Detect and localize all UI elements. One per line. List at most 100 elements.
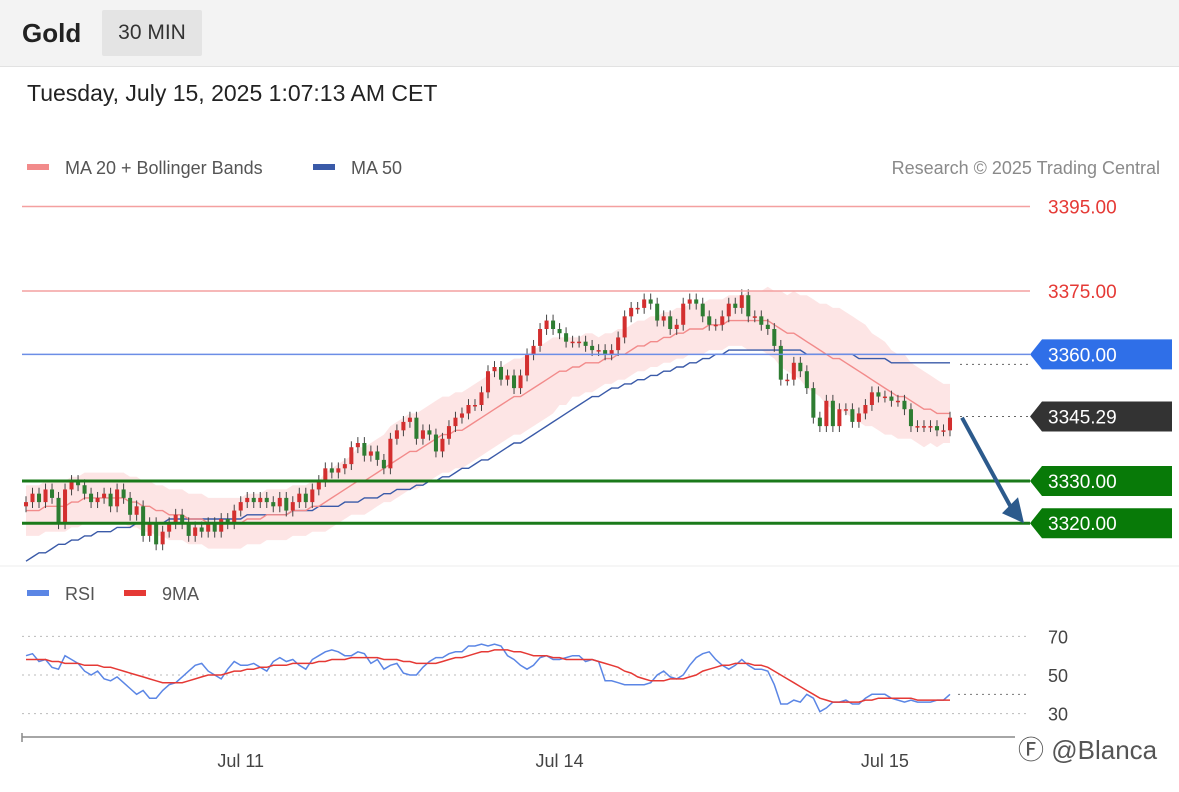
resistance-label: 3375.00 (1048, 282, 1117, 303)
candle (882, 390, 887, 403)
support-label: 3320.00 (1048, 514, 1117, 535)
candle (50, 483, 55, 504)
timeframe-button[interactable]: 30 MIN (102, 10, 202, 56)
rsi-line (25, 643, 951, 713)
candle (69, 475, 74, 496)
candle (635, 301, 640, 314)
candle (713, 318, 718, 331)
candle (388, 432, 393, 475)
pivot-label: 3360.00 (1048, 345, 1117, 366)
candle (551, 314, 556, 335)
candle (518, 369, 523, 395)
candle (355, 437, 360, 454)
candle (173, 508, 178, 530)
legend-swatch-0 (27, 164, 49, 170)
candle (368, 445, 373, 462)
candle (648, 293, 653, 310)
candle (700, 297, 705, 323)
candle (108, 487, 113, 513)
candle (863, 399, 868, 420)
candle (830, 394, 835, 433)
candle (440, 432, 445, 458)
candle (570, 335, 575, 348)
candle (193, 521, 198, 542)
candle (824, 394, 829, 433)
candle (895, 394, 900, 407)
candle (128, 491, 133, 521)
candle (414, 411, 419, 445)
candle (772, 323, 777, 352)
candle (856, 407, 861, 428)
candle (694, 293, 699, 310)
candle (219, 513, 224, 538)
candle (225, 513, 230, 530)
candle (752, 310, 757, 323)
candle (342, 458, 347, 475)
support-tag (1030, 508, 1172, 539)
ma50-line (25, 349, 950, 562)
candle (876, 386, 881, 403)
x-tick-label: Jul 15 (861, 751, 909, 771)
candle (160, 525, 165, 551)
resistance-label: 3395.00 (1048, 198, 1117, 219)
candle (63, 483, 68, 530)
rsi-legend-label-0: RSI (65, 584, 95, 604)
current-price-label: 3345.29 (1048, 407, 1117, 428)
candle (30, 487, 35, 509)
candle (323, 462, 328, 487)
candle (505, 369, 510, 386)
candle (785, 373, 790, 386)
candle (427, 424, 432, 441)
candle (791, 356, 796, 386)
rsi-legend-swatch-1 (124, 590, 146, 596)
candle (277, 491, 282, 513)
forecast-arrow (960, 416, 1014, 511)
candle (349, 441, 354, 471)
candle (733, 297, 738, 314)
candle (472, 399, 478, 411)
candle (95, 491, 100, 509)
candle (590, 339, 595, 357)
candle (284, 491, 289, 517)
candle (394, 424, 399, 445)
candle (297, 487, 302, 509)
candle (446, 420, 451, 445)
legend-swatch-1 (313, 164, 335, 170)
candle (622, 310, 627, 344)
candle (212, 517, 217, 538)
watermark: Ⓕ @Blanca (1018, 735, 1158, 765)
candle (459, 407, 464, 424)
candle (492, 361, 497, 378)
candle (290, 496, 295, 517)
candle (947, 411, 953, 437)
candle (720, 310, 725, 331)
candle (115, 483, 120, 513)
candle (147, 517, 152, 542)
candle (271, 496, 276, 513)
candle (316, 475, 321, 496)
candle (778, 339, 783, 386)
candle (928, 420, 933, 433)
candle (564, 327, 569, 348)
candle (186, 517, 191, 542)
rsi-legend-label-1: 9MA (162, 584, 199, 604)
header-bar: Gold 30 MIN (0, 0, 1179, 67)
support-tag (1030, 466, 1172, 496)
candle (407, 411, 412, 428)
source-credit: Research © 2025 Trading Central (892, 158, 1160, 178)
support-label: 3330.00 (1048, 472, 1117, 493)
legend-label-1: MA 50 (351, 158, 402, 178)
x-tick-label: Jul 11 (217, 751, 264, 771)
candle (512, 369, 517, 395)
candle (36, 487, 42, 509)
candle (43, 483, 48, 509)
candle (206, 517, 211, 538)
candle (531, 339, 536, 361)
candle (889, 390, 894, 407)
candle (375, 445, 380, 466)
candle (466, 399, 471, 420)
candle (941, 424, 946, 437)
candle (544, 314, 549, 335)
candle (310, 483, 315, 509)
